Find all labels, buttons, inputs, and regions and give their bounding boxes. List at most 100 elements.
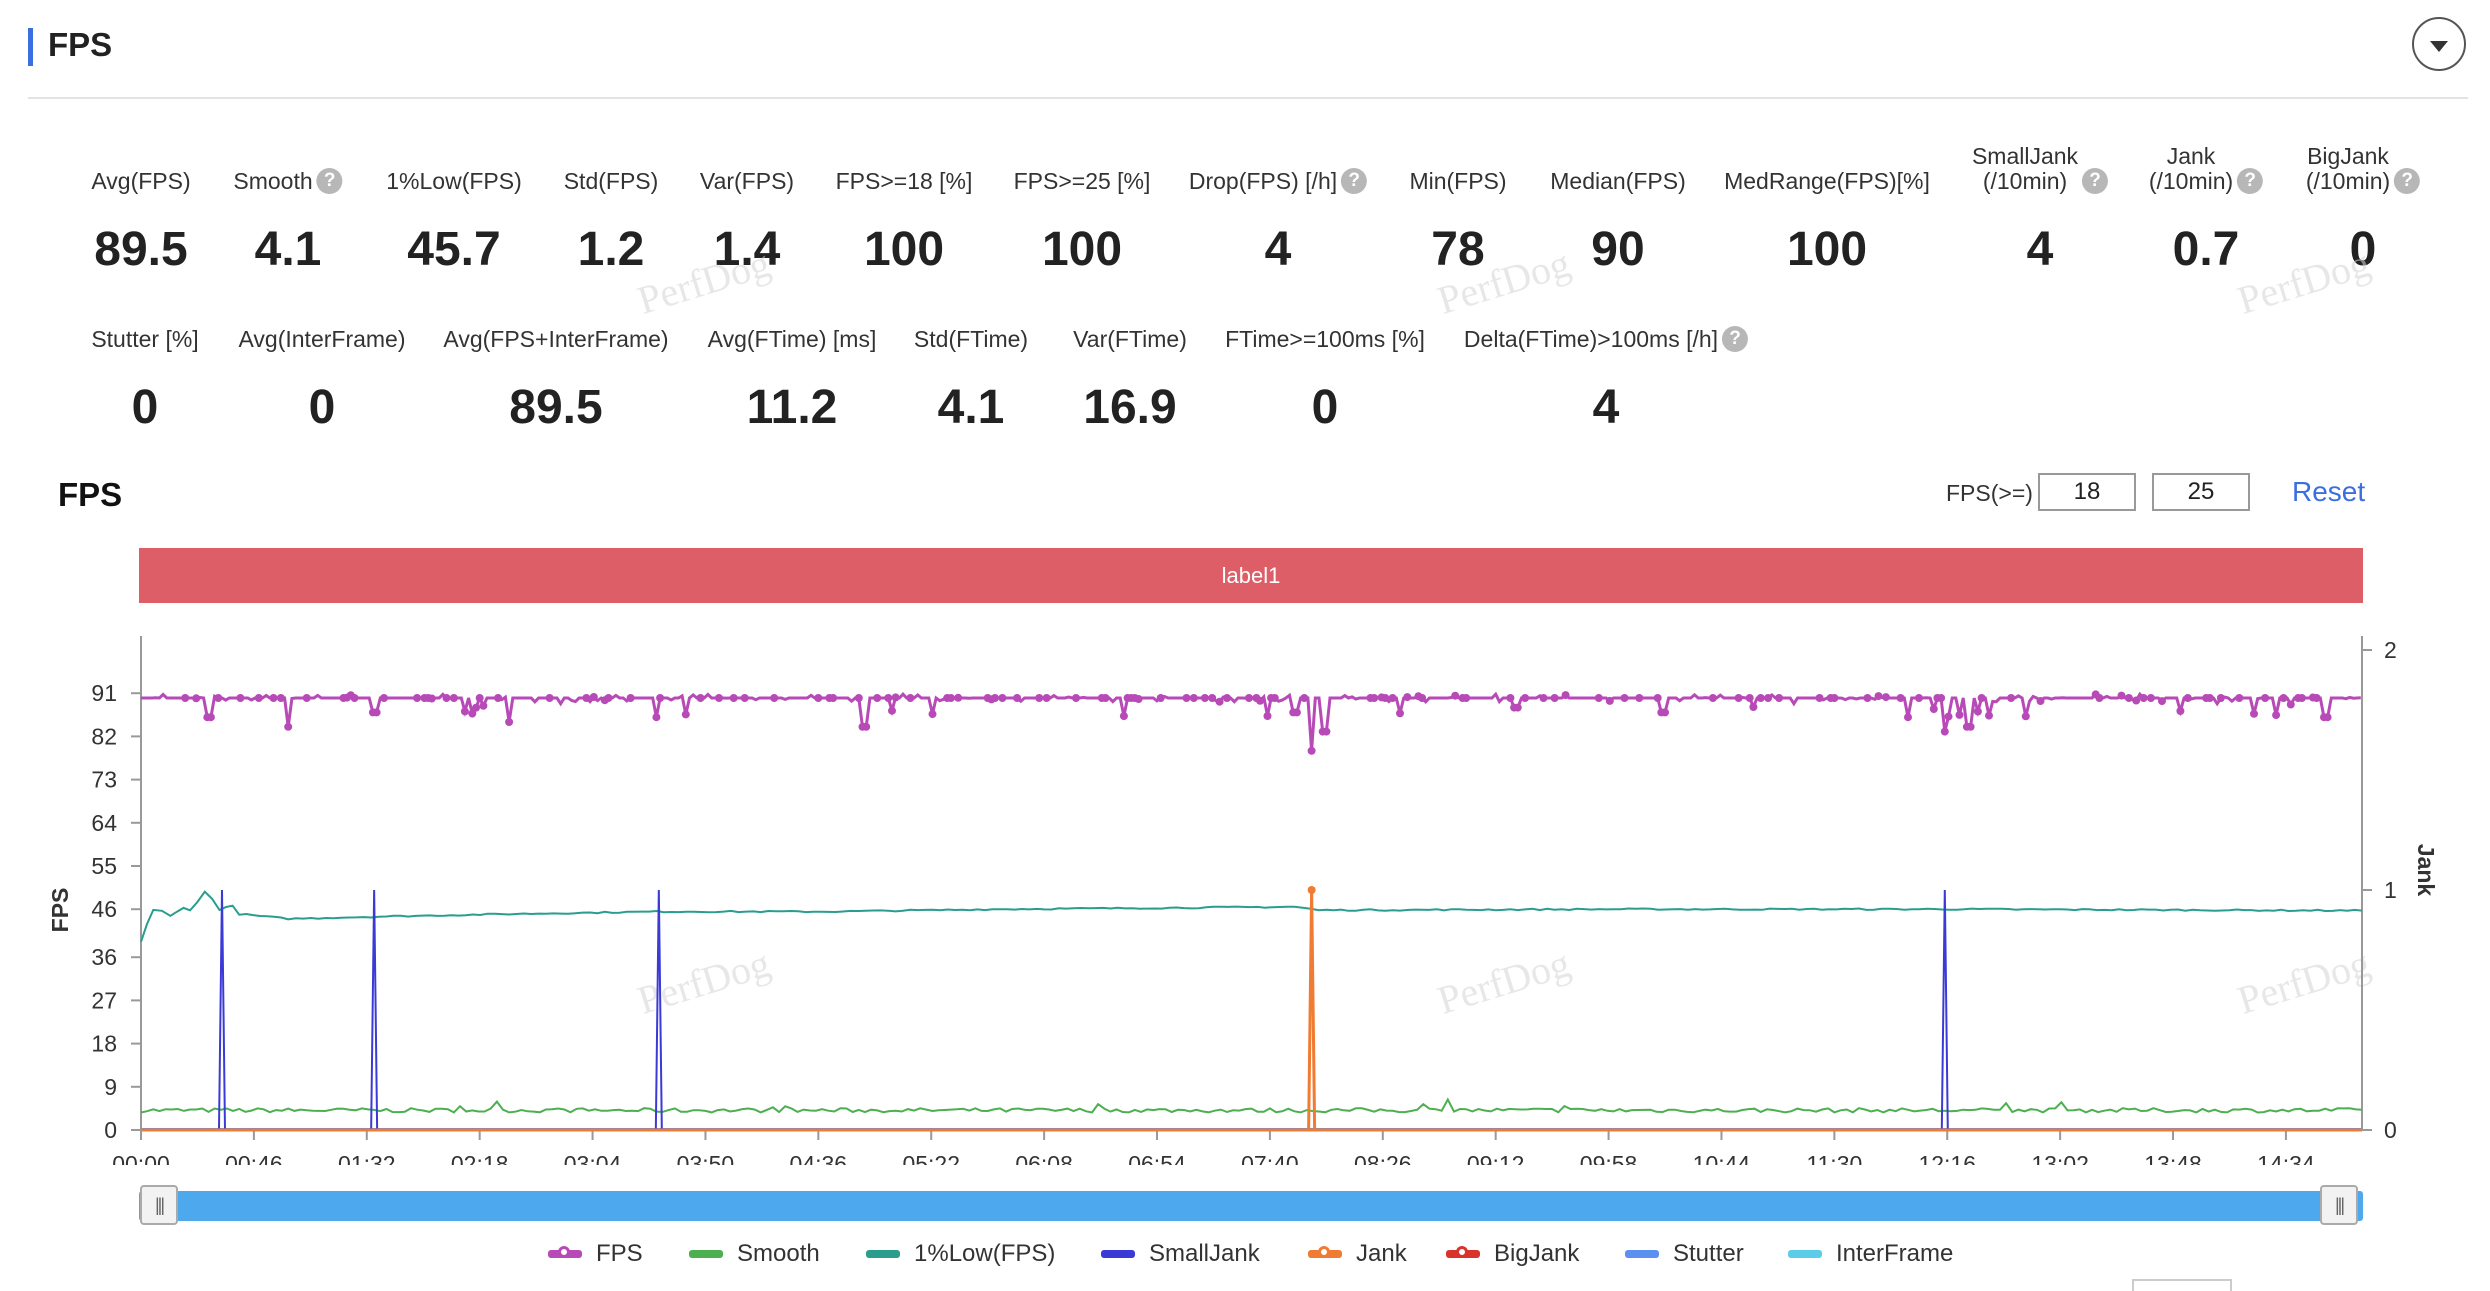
stat-label: Min(FPS) (1409, 169, 1506, 194)
fps-point (269, 694, 278, 702)
fps-point (2272, 711, 2281, 720)
legend-item-smalljank[interactable]: SmallJank (1101, 1240, 1260, 1268)
fps-point (1929, 705, 1938, 713)
fps-point (1101, 694, 1110, 702)
stat-value: 90 (1591, 223, 1645, 276)
stat-avg-ftime-ms: Avg(FTime) [ms] 11.2 (707, 326, 877, 435)
fps-point (284, 722, 293, 731)
chevron-down-icon (2430, 40, 2448, 52)
help-icon[interactable]: ? (2394, 168, 2421, 194)
stat-value: 0 (1311, 381, 1339, 434)
section-title: FPS (48, 26, 113, 63)
x-tick-label: 14:34 (2257, 1151, 2315, 1165)
fps-point (2183, 694, 2192, 702)
stat-std-fps: Std(FPS) 1.2 (564, 169, 659, 277)
fps-point (1605, 696, 1614, 705)
label-band[interactable]: label1 (139, 548, 2363, 603)
stat-smooth: Smooth? 4.1 (233, 168, 343, 276)
fps-point (192, 694, 201, 703)
fps-point (681, 710, 690, 719)
x-tick-label: 09:58 (1580, 1151, 1638, 1165)
stat-label-text: Jank (/10min) (2148, 143, 2234, 194)
fps-point (1189, 694, 1198, 702)
legend-item-stutter[interactable]: Stutter (1625, 1240, 1744, 1268)
y-tick-label: 18 (91, 1031, 117, 1057)
help-icon[interactable]: ? (2082, 168, 2109, 194)
help-icon[interactable]: ? (1722, 326, 1749, 352)
help-icon[interactable]: ? (316, 168, 343, 194)
x-tick-label: 07:40 (1241, 1151, 1299, 1165)
fps-point (1119, 712, 1128, 721)
fps-point (2216, 694, 2225, 702)
stat-label-text: MedRange(FPS)[%] (1724, 168, 1930, 194)
slider-handle-right[interactable]: ||| (2320, 1185, 2358, 1225)
fps-point (891, 693, 900, 702)
fps-point (1594, 694, 1603, 702)
fps-point (1620, 694, 1629, 702)
fps-point (1381, 694, 1390, 702)
slider-handle-left[interactable]: ||| (140, 1185, 178, 1225)
help-icon[interactable]: ? (1341, 168, 1368, 194)
fps-chart[interactable]: 0 9 18 27 36 46 55 64 73 82 91 0 1 2 00:00 00:46 01:32 02… (0, 620, 2490, 1165)
stat-label: FTime>=100ms [%] (1225, 327, 1425, 352)
stat-1-low-fps: 1%Low(FPS) 45.7 (386, 169, 521, 277)
stat-label-text: Avg(FTime) [ms] (707, 326, 877, 352)
fps-point (814, 694, 823, 702)
fps-point (468, 709, 477, 718)
fps-point (2117, 691, 2126, 700)
fps-point (946, 694, 955, 702)
fps-point (1292, 708, 1301, 717)
legend-label: 1%Low(FPS) (914, 1240, 1056, 1267)
fps-point (1775, 694, 1784, 702)
legend-swatch-icon (1625, 1250, 1659, 1258)
fps-point (1256, 696, 1265, 705)
fps-point (1539, 694, 1548, 702)
stat-label: Avg(FPS) (91, 169, 190, 194)
stat-value: 89.5 (509, 381, 603, 434)
fps-point (427, 694, 436, 703)
fps-point (998, 694, 1007, 702)
fps-point (1462, 694, 1471, 702)
x-tick-label: 09:12 (1467, 1151, 1525, 1165)
legend-item-bigjank[interactable]: BigJank (1446, 1240, 1579, 1268)
legend-item-smooth[interactable]: Smooth (689, 1240, 820, 1268)
reset-link[interactable]: Reset (2292, 476, 2366, 507)
fps-point (740, 694, 749, 702)
fps-point (928, 710, 937, 719)
fps-point (1013, 694, 1022, 702)
stat-label: MedRange(FPS)[%] (1724, 169, 1930, 194)
legend-marker-icon (1318, 1246, 1330, 1258)
grip-icon: ||| (2334, 1194, 2345, 1215)
stat-value: 0 (2349, 223, 2377, 276)
stat-label-text: Median(FPS) (1550, 168, 1686, 194)
collapse-button[interactable] (2412, 17, 2466, 71)
stat-value: 16.9 (1083, 381, 1177, 434)
fps-point (505, 718, 514, 726)
fps-point (1513, 703, 1522, 712)
stat-avg-interframe: Avg(InterFrame) 0 (238, 327, 405, 435)
threshold-label: FPS(>=) (1946, 480, 2033, 506)
stat-label-text: Avg(FPS) (91, 168, 191, 194)
fps-point (906, 694, 915, 702)
y2-tick-label: 1 (2384, 877, 2397, 903)
threshold-input-2[interactable] (2152, 473, 2250, 511)
fps-point (1300, 694, 1309, 702)
legend-item-1-low-fps[interactable]: 1%Low(FPS) (866, 1240, 1055, 1268)
time-range-slider[interactable] (139, 1191, 2363, 1221)
help-icon[interactable]: ? (2237, 168, 2264, 194)
fps-point (1863, 694, 1872, 702)
legend-item-fps[interactable]: FPS (548, 1240, 643, 1268)
y-tick-label: 46 (91, 896, 117, 922)
fps-point (1263, 712, 1272, 720)
fps-point (1521, 694, 1530, 702)
fps-point (1208, 694, 1217, 702)
fps-point (1940, 727, 1949, 736)
legend-item-jank[interactable]: Jank (1308, 1240, 1407, 1268)
series-smooth (140, 1097, 2363, 1114)
x-tick-label: 11:30 (1806, 1151, 1862, 1165)
stat-value: 11.2 (746, 381, 838, 434)
y-tick-label: 82 (91, 723, 117, 749)
y-tick-label: 36 (91, 944, 117, 970)
legend-item-interframe[interactable]: InterFrame (1788, 1240, 1953, 1268)
threshold-input-1[interactable] (2038, 473, 2136, 511)
